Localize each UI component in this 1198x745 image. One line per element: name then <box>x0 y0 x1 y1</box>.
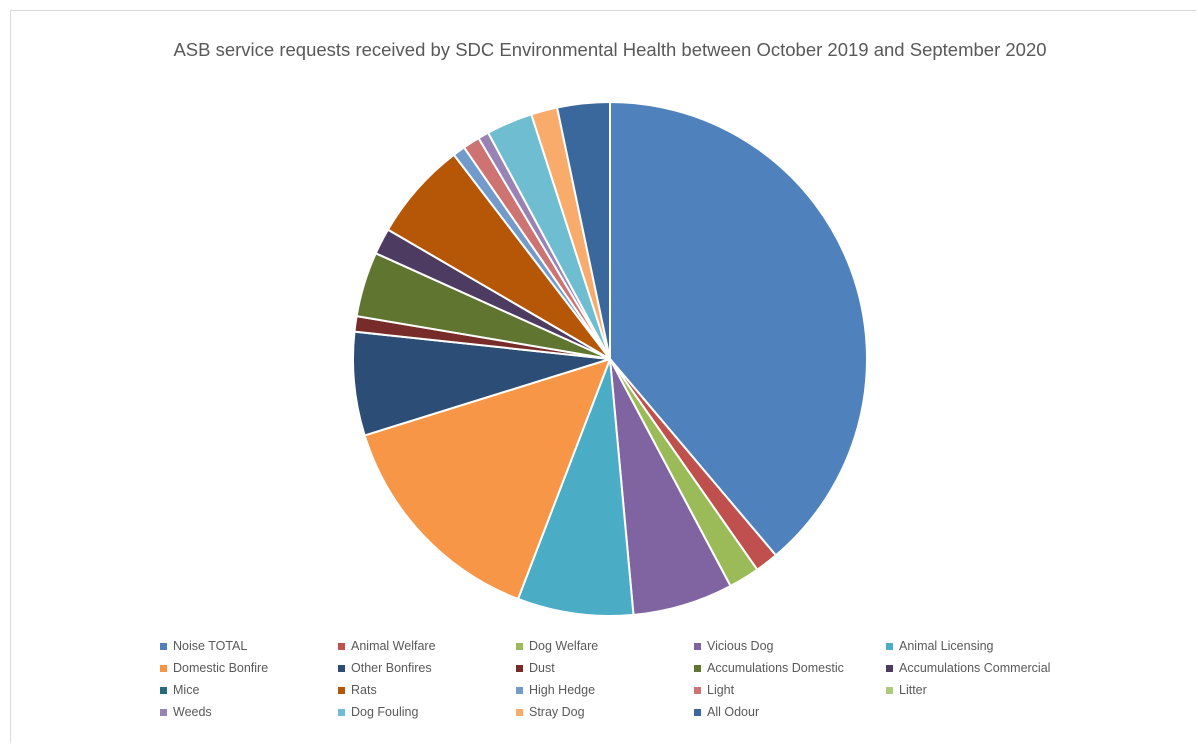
legend-item: Dust <box>516 660 694 676</box>
legend-swatch <box>694 708 701 716</box>
legend-swatch <box>338 686 345 694</box>
legend-item: Accumulations Commercial <box>886 660 1086 676</box>
legend-swatch <box>160 642 167 650</box>
legend-swatch <box>338 642 345 650</box>
legend-swatch <box>160 686 167 694</box>
legend-item: Animal Licensing <box>886 638 1086 654</box>
chart-legend: Noise TOTAL Animal Welfare Dog Welfare Vici… <box>160 638 1170 720</box>
pie-slice-animal-licensing <box>517 358 635 617</box>
legend-label: Stray Dog <box>529 705 585 719</box>
legend-label: Dust <box>529 661 555 675</box>
legend-label: Weeds <box>173 705 212 719</box>
legend-label: Other Bonfires <box>351 661 432 675</box>
legend-label: Dog Welfare <box>529 639 599 653</box>
legend-label: Animal Welfare <box>351 639 436 653</box>
legend-label: Accumulations Domestic <box>707 661 844 675</box>
legend-item: Animal Welfare <box>338 638 516 654</box>
legend-item: Litter <box>886 682 1086 698</box>
legend-item: Noise TOTAL <box>160 638 338 654</box>
legend-label: All Odour <box>707 705 760 719</box>
legend-swatch <box>694 664 701 672</box>
legend-item: Domestic Bonfire <box>160 660 338 676</box>
pie-slice-noise-total <box>609 101 868 557</box>
chart-title: ASB service requests received by SDC Env… <box>173 39 1047 60</box>
legend-item: All Odour <box>694 704 886 720</box>
legend-label: Rats <box>351 683 377 697</box>
legend-swatch <box>160 708 167 716</box>
legend-label: Noise TOTAL <box>173 639 248 653</box>
legend-item: Rats <box>338 682 516 698</box>
legend-label: Dog Fouling <box>351 705 419 719</box>
legend-label: Mice <box>173 683 200 697</box>
pie-slices <box>352 101 868 617</box>
legend-swatch <box>338 708 345 716</box>
legend-swatch <box>160 664 167 672</box>
legend-label: High Hedge <box>529 683 596 697</box>
legend-swatch <box>886 686 893 694</box>
pie-slice-all-odour <box>556 101 611 360</box>
legend-item: Light <box>694 682 886 698</box>
legend-swatch <box>516 642 523 650</box>
legend-swatch <box>886 664 893 672</box>
legend-swatch <box>516 686 523 694</box>
legend-item: Dog Fouling <box>338 704 516 720</box>
legend-item: Weeds <box>160 704 338 720</box>
chart-frame <box>10 10 1196 743</box>
legend-item: Mice <box>160 682 338 698</box>
legend-label: Light <box>707 683 735 697</box>
pie-slice-domestic-bonfire <box>363 358 611 600</box>
legend-swatch <box>516 664 523 672</box>
legend-label: Accumulations Commercial <box>899 661 1051 675</box>
legend-label: Vicious Dog <box>707 639 774 653</box>
legend-swatch <box>886 642 893 650</box>
legend-item: Dog Welfare <box>516 638 694 654</box>
legend-item: Accumulations Domestic <box>694 660 886 676</box>
legend-label: Animal Licensing <box>899 639 994 653</box>
legend-item: Stray Dog <box>516 704 694 720</box>
legend-swatch <box>694 642 701 650</box>
legend-label: Litter <box>899 683 927 697</box>
legend-item: Vicious Dog <box>694 638 886 654</box>
legend-item: Other Bonfires <box>338 660 516 676</box>
legend-swatch <box>694 686 701 694</box>
legend-swatch <box>516 708 523 716</box>
legend-swatch <box>338 664 345 672</box>
legend-item: High Hedge <box>516 682 694 698</box>
legend-label: Domestic Bonfire <box>173 661 269 675</box>
